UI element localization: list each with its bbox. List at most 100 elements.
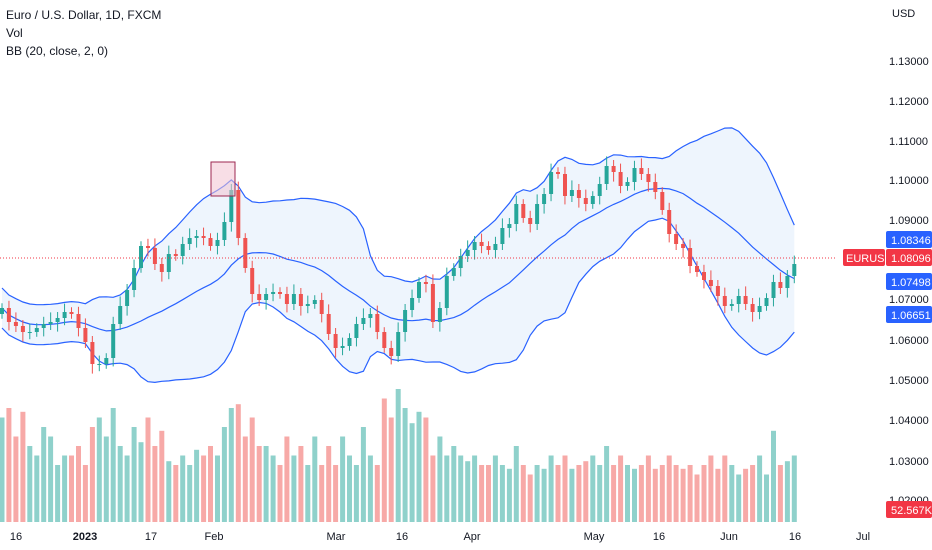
candle (382, 327, 387, 353)
candle (132, 259, 137, 298)
candle (69, 307, 74, 319)
volume-bar (374, 465, 380, 522)
volume-bar (729, 465, 735, 522)
volume-bar (534, 465, 540, 522)
volume-bars (0, 389, 797, 522)
candle (757, 297, 762, 320)
volume-bar (451, 446, 457, 522)
candle (778, 272, 783, 294)
candle (410, 289, 415, 318)
volume-bar (263, 446, 269, 522)
time-tick-label: 17 (145, 531, 157, 543)
candle (41, 316, 46, 337)
candle (333, 328, 338, 358)
volume-bar (625, 465, 630, 522)
time-tick-label: Mar (327, 531, 346, 543)
time-ticks: 16 2023 17 Feb Mar 16 Apr May 16 Jun 16 Jul (10, 531, 870, 543)
candle (632, 160, 637, 191)
volume-bar (284, 436, 290, 522)
bb-upper-tag[interactable]: 1.08346 (886, 231, 932, 248)
candle (291, 284, 296, 310)
volume-bar (736, 474, 742, 522)
volume-bar (576, 465, 582, 522)
volume-bar (583, 461, 589, 522)
volume-bar (784, 461, 790, 522)
price-ticks: 1.13000 1.12000 1.11000 1.10000 1.09000 1.070… (889, 56, 929, 507)
candle (590, 191, 595, 209)
volume-bar (638, 465, 644, 522)
bb-legend[interactable]: BB (20, close, 2, 0) (6, 44, 109, 58)
volume-bar (750, 465, 756, 522)
bb-basis-tag[interactable]: 1.07498 (886, 273, 932, 290)
volume-bar (590, 455, 596, 522)
candle (708, 270, 713, 292)
price-tick-label: 1.13000 (889, 56, 929, 68)
volume-bar (652, 468, 658, 522)
price-tag-value: 1.08346 (891, 235, 931, 247)
candle (264, 288, 269, 310)
candle (660, 187, 665, 215)
candle (27, 323, 32, 340)
candle (257, 284, 262, 306)
time-tick-label: 16 (396, 531, 408, 543)
candle (458, 248, 463, 277)
volume-bar (492, 455, 498, 522)
candle (389, 340, 394, 365)
candle (507, 218, 512, 238)
symbol-title[interactable]: Euro / U.S. Dollar, 1D, FXCM (6, 8, 162, 22)
candle (437, 302, 442, 332)
volume-bar (62, 455, 68, 522)
volume-bar (645, 455, 651, 522)
candle (792, 255, 797, 284)
volume-bar (708, 455, 714, 522)
volume-bar (124, 455, 130, 522)
time-tick-label: Feb (205, 531, 224, 543)
volume-bar (228, 408, 234, 522)
price-tick-label: 1.12000 (889, 96, 929, 108)
volume-bar (701, 465, 707, 522)
volume-bar (694, 474, 700, 522)
time-tick-label: Jun (720, 531, 738, 543)
candle (305, 295, 310, 314)
volume-bar (437, 436, 443, 522)
volume-bar (20, 411, 26, 522)
bb-lower-tag[interactable]: 1.06651 (886, 306, 932, 323)
volume-bar (360, 427, 366, 522)
volume-bar (465, 461, 471, 522)
volume-bar (513, 446, 519, 522)
volume-bar (326, 446, 332, 522)
candle (556, 167, 560, 179)
candle (653, 173, 658, 200)
candle (535, 194, 540, 230)
volume-bar (41, 427, 47, 522)
candle (500, 218, 505, 250)
candle (785, 270, 790, 298)
volume-bar (764, 474, 769, 522)
candle (618, 163, 623, 194)
volume-bar (82, 465, 88, 522)
volume-bar (416, 411, 422, 522)
volume-bar (194, 449, 200, 522)
volume-bar (48, 436, 54, 522)
volume-bar (110, 408, 116, 522)
candle (375, 305, 380, 340)
volume-tag[interactable]: 52.567K (886, 501, 932, 518)
candle (549, 163, 554, 202)
volume-legend[interactable]: Vol (6, 26, 23, 40)
volume-bar (618, 455, 624, 522)
highlight-rectangle-drawing[interactable] (210, 161, 236, 197)
candle (278, 287, 282, 299)
candle (340, 337, 345, 356)
volume-bar (215, 455, 220, 522)
volume-bar (173, 465, 179, 522)
candle (472, 236, 477, 260)
volume-bar (423, 417, 429, 522)
price-tick-label: 1.07000 (889, 294, 929, 306)
price-tick-label: 1.06000 (889, 335, 929, 347)
time-tick-label: 2023 (73, 531, 97, 543)
volume-bar (235, 404, 241, 522)
volume-bar (277, 465, 283, 522)
time-scale[interactable] (0, 522, 932, 550)
